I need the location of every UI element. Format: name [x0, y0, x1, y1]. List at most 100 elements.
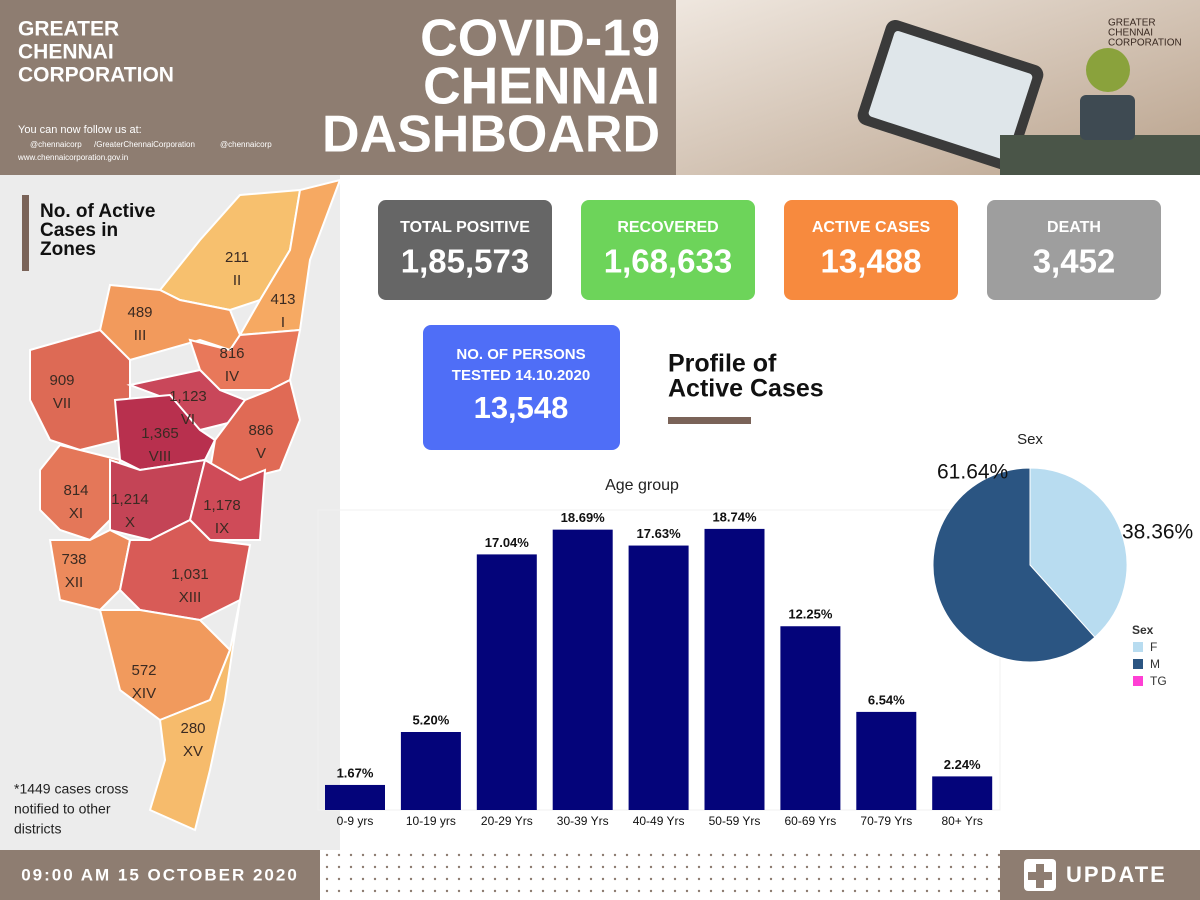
zone-name: IV [225, 368, 239, 385]
zone-name: XIII [179, 589, 202, 606]
bar [932, 776, 993, 810]
x-tick-label: 50-59 Yrs [709, 814, 761, 828]
zone-value: 413 [270, 291, 295, 308]
bar [704, 528, 765, 810]
bar [400, 732, 461, 810]
bar [325, 784, 385, 810]
legend-label: M [1150, 657, 1160, 671]
org-name: CHENNAI [18, 41, 114, 64]
zone-value: 1,178 [203, 497, 241, 514]
stat-label: DEATH [1047, 219, 1101, 236]
zones-title: No. of Active [40, 201, 155, 222]
bar [780, 626, 841, 810]
zone-value: 1,031 [171, 566, 209, 583]
stat-card [378, 200, 552, 300]
zones-note: notified to other [14, 801, 111, 817]
bar-value-label: 5.20% [412, 712, 449, 727]
stat-card [784, 200, 958, 300]
zone-value: 738 [61, 551, 86, 568]
legend-label: F [1150, 640, 1157, 654]
stat-label: RECOVERED [617, 219, 718, 236]
legend-swatch [1133, 676, 1143, 686]
pie-slice [1029, 467, 1128, 638]
x-tick-label: 70-79 Yrs [860, 814, 912, 828]
x-tick-label: 80+ Yrs [941, 814, 982, 828]
stat-value: 13,488 [821, 243, 922, 280]
zone-name: XV [183, 743, 203, 760]
zones-note: districts [14, 821, 61, 837]
bar [476, 554, 537, 810]
pie-value-label: 38.36% [1122, 521, 1193, 544]
stat-value: 3,452 [1033, 243, 1116, 280]
bar-value-label: 2.24% [944, 757, 981, 772]
footer-left [0, 850, 320, 900]
dashboard-title: DASHBOARD [322, 106, 660, 164]
zone-shape [113, 393, 217, 472]
zone-value: 1,365 [141, 425, 179, 442]
bar [552, 529, 613, 810]
zone-value: 814 [63, 482, 88, 499]
zones-title: Cases in [40, 220, 118, 241]
zone-value: 1,123 [169, 388, 207, 405]
bar-value-label: 12.25% [788, 607, 833, 622]
org-name: GREATER [18, 18, 119, 41]
books [1000, 135, 1200, 175]
zone-value: 572 [131, 662, 156, 679]
zones-note: *1449 cases cross [14, 781, 128, 797]
social-handle: /GreaterChennaiCorporation [94, 140, 195, 149]
x-tick-label: 20-29 Yrs [481, 814, 533, 828]
header-panel [0, 0, 676, 175]
zone-value: 1,214 [111, 491, 149, 508]
bar-value-label: 6.54% [868, 692, 905, 707]
stat-value: 1,85,573 [401, 243, 529, 280]
website: www.chennaicorporation.gov.in [17, 153, 128, 162]
zone-name: XIV [132, 685, 156, 702]
stat-card [581, 200, 755, 300]
zone-name: IX [215, 520, 229, 537]
update-icon-plus [1028, 864, 1052, 888]
pie-slice [932, 467, 1096, 663]
dashboard-title: CHENNAI [423, 58, 660, 116]
zone-value: 280 [180, 720, 205, 737]
profile-title: Profile of [668, 350, 777, 378]
legend-swatch [1133, 659, 1143, 669]
legend-label: TG [1150, 674, 1167, 688]
stat-label: TOTAL POSITIVE [400, 219, 530, 236]
dashboard-title: COVID-19 [420, 10, 660, 68]
zone-name: III [134, 327, 147, 344]
zone-name: XII [65, 574, 83, 591]
zone-value: 886 [248, 422, 273, 439]
zone-name: VI [181, 411, 195, 428]
tested-label: NO. OF PERSONS [456, 346, 585, 363]
zone-map [29, 178, 342, 832]
org-name: CORPORATION [18, 64, 174, 87]
zone-name: X [125, 514, 135, 531]
legend-title: Sex [1132, 623, 1154, 637]
zone-shape [98, 283, 242, 362]
zone-value: 489 [127, 304, 152, 321]
zone-name: VIII [149, 448, 172, 465]
footer-dots [320, 850, 1000, 900]
social-handle: @chennaicorp [30, 140, 82, 149]
plant [1086, 48, 1130, 92]
update-label[interactable]: UPDATE [1066, 862, 1167, 887]
x-tick-label: 30-39 Yrs [557, 814, 609, 828]
zone-name: V [256, 445, 266, 462]
zone-name: I [281, 314, 285, 331]
zone-name: II [233, 272, 241, 289]
x-tick-label: 0-9 yrs [337, 814, 374, 828]
x-tick-label: 40-49 Yrs [633, 814, 685, 828]
zone-name: XI [69, 505, 83, 522]
bar-value-label: 17.63% [637, 526, 682, 541]
stat-card [987, 200, 1161, 300]
pie-value-label: 61.64% [937, 461, 1008, 484]
zone-shape [39, 443, 122, 542]
bar-value-label: 18.69% [561, 510, 606, 525]
plant-pot [1080, 95, 1135, 140]
zone-value: 211 [225, 249, 249, 266]
zone-shape [118, 518, 252, 622]
bar [628, 545, 689, 810]
x-tick-label: 60-69 Yrs [784, 814, 836, 828]
